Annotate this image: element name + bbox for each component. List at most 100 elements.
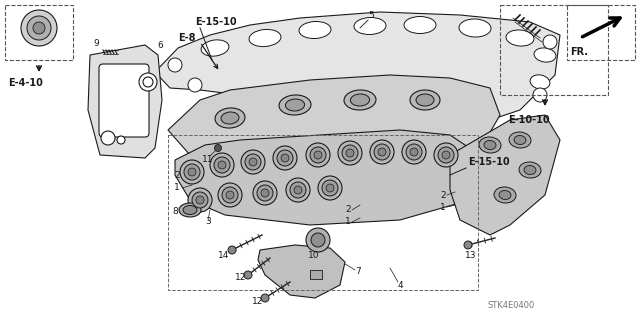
Circle shape <box>245 154 261 170</box>
Ellipse shape <box>201 40 229 56</box>
Text: E-15-10: E-15-10 <box>195 17 237 27</box>
Circle shape <box>442 151 450 159</box>
Text: E-10-10: E-10-10 <box>508 115 550 125</box>
Circle shape <box>310 147 326 163</box>
Text: 14: 14 <box>218 250 229 259</box>
Circle shape <box>101 131 115 145</box>
Circle shape <box>253 181 277 205</box>
Ellipse shape <box>351 94 369 106</box>
Circle shape <box>218 183 242 207</box>
Ellipse shape <box>404 17 436 33</box>
Ellipse shape <box>354 18 386 34</box>
Circle shape <box>214 157 230 173</box>
Text: 11: 11 <box>202 155 214 165</box>
Circle shape <box>33 22 45 34</box>
Circle shape <box>214 145 221 152</box>
Polygon shape <box>155 12 560 130</box>
Circle shape <box>314 151 322 159</box>
Circle shape <box>244 271 252 279</box>
Ellipse shape <box>279 95 311 115</box>
Text: 7: 7 <box>355 268 361 277</box>
Polygon shape <box>168 75 500 175</box>
Circle shape <box>210 153 234 177</box>
Circle shape <box>281 154 289 162</box>
Text: E-4-10: E-4-10 <box>8 78 43 88</box>
Circle shape <box>306 228 330 252</box>
Text: 13: 13 <box>465 251 477 261</box>
Circle shape <box>277 150 293 166</box>
Circle shape <box>228 246 236 254</box>
Text: FR.: FR. <box>570 47 588 57</box>
Bar <box>310 270 322 279</box>
Text: 2: 2 <box>174 170 180 180</box>
Ellipse shape <box>344 90 376 110</box>
Text: 1: 1 <box>345 218 351 226</box>
Text: 2: 2 <box>440 190 445 199</box>
Circle shape <box>117 136 125 144</box>
Ellipse shape <box>479 137 501 153</box>
Ellipse shape <box>459 19 491 37</box>
Ellipse shape <box>221 112 239 124</box>
Circle shape <box>326 184 334 192</box>
Circle shape <box>322 180 338 196</box>
Text: 12: 12 <box>252 298 264 307</box>
Circle shape <box>370 140 394 164</box>
Circle shape <box>241 150 265 174</box>
Ellipse shape <box>179 203 201 217</box>
Ellipse shape <box>530 75 550 89</box>
Circle shape <box>273 146 297 170</box>
Ellipse shape <box>215 108 245 128</box>
Circle shape <box>192 192 208 208</box>
Circle shape <box>533 88 547 102</box>
Ellipse shape <box>494 187 516 203</box>
Text: 8: 8 <box>172 207 178 217</box>
Circle shape <box>188 78 202 92</box>
Circle shape <box>306 143 330 167</box>
Circle shape <box>290 182 306 198</box>
Ellipse shape <box>506 30 534 46</box>
Circle shape <box>143 77 153 87</box>
Circle shape <box>438 147 454 163</box>
Circle shape <box>410 148 418 156</box>
Ellipse shape <box>484 140 496 150</box>
Circle shape <box>139 73 157 91</box>
Polygon shape <box>175 130 480 225</box>
Circle shape <box>261 189 269 197</box>
Circle shape <box>338 141 362 165</box>
Text: 10: 10 <box>308 251 319 261</box>
Polygon shape <box>258 245 345 298</box>
Circle shape <box>378 148 386 156</box>
Circle shape <box>543 35 557 49</box>
Circle shape <box>184 164 200 180</box>
Ellipse shape <box>410 90 440 110</box>
Circle shape <box>222 187 238 203</box>
Circle shape <box>218 161 226 169</box>
Circle shape <box>294 186 302 194</box>
Text: 9: 9 <box>93 40 99 48</box>
Ellipse shape <box>524 166 536 174</box>
Text: 5: 5 <box>368 11 374 19</box>
Text: 4: 4 <box>398 280 404 290</box>
Text: E-8: E-8 <box>178 33 195 43</box>
Circle shape <box>342 145 358 161</box>
Ellipse shape <box>249 29 281 47</box>
Circle shape <box>226 191 234 199</box>
Circle shape <box>464 241 472 249</box>
Ellipse shape <box>416 94 434 106</box>
Text: E-15-10: E-15-10 <box>468 157 509 167</box>
Circle shape <box>402 140 426 164</box>
Circle shape <box>346 149 354 157</box>
Circle shape <box>286 178 310 202</box>
Circle shape <box>406 144 422 160</box>
Circle shape <box>257 185 273 201</box>
Ellipse shape <box>183 205 197 214</box>
Bar <box>567 5 635 60</box>
Text: STK4E0400: STK4E0400 <box>488 300 535 309</box>
Ellipse shape <box>285 99 305 111</box>
Text: 12: 12 <box>235 273 246 283</box>
Bar <box>5 5 73 60</box>
Ellipse shape <box>534 48 556 62</box>
Text: 6: 6 <box>157 41 163 50</box>
Ellipse shape <box>519 162 541 178</box>
Ellipse shape <box>299 21 331 39</box>
